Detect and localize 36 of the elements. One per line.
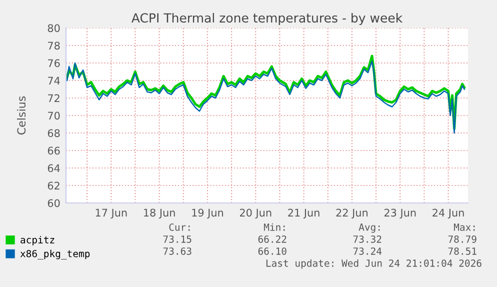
text: 73.15: [163, 235, 192, 243]
chart-title: ACPI Thermal zone temperatures - by week: [132, 12, 403, 26]
x-tick-label: 23 Jun: [384, 208, 416, 219]
text: 66.10: [258, 247, 286, 255]
y-axis-title: Celsius: [16, 96, 26, 135]
x-tick-label: 19 Jun: [192, 208, 224, 219]
text: Cur:: [169, 223, 190, 231]
y-tick-label: 60: [48, 199, 60, 208]
x-tick-label: 20 Jun: [240, 208, 272, 219]
text: Max:: [454, 224, 475, 231]
x-tick-label: 17 Jun: [96, 208, 127, 219]
legend-label: acpitz: [20, 236, 54, 246]
legend-label: x86_pkg_temp: [20, 250, 90, 260]
y-tick-label: 70: [48, 112, 60, 120]
text: 73.24: [353, 247, 382, 255]
y-tick-label: 66: [48, 146, 60, 155]
x-tick-label: 21 Jun: [288, 208, 320, 219]
text: 66.22: [258, 235, 286, 243]
y-tick-label: 64: [48, 164, 60, 172]
x-tick-label: 22 Jun: [336, 208, 368, 219]
text: 73.32: [353, 235, 382, 243]
text: 73.63: [163, 247, 192, 255]
text: Avg:: [358, 224, 380, 233]
y-tick-label: 78: [48, 42, 60, 50]
x-tick-label: 18 Jun: [144, 208, 175, 219]
text: 78.51: [448, 247, 476, 255]
text: Min:: [264, 223, 285, 231]
y-tick-label: 72: [48, 94, 60, 102]
text: 78.79: [448, 235, 476, 243]
y-tick-label: 62: [48, 182, 60, 190]
text: Last update: Wed Jun 24 21:01:04 2026: [266, 259, 482, 269]
y-tick-label: 80: [48, 24, 60, 32]
y-tick-label: 76: [48, 59, 60, 68]
y-tick-label: 74: [48, 76, 60, 84]
x-tick-label: 24 Jun: [432, 208, 464, 219]
y-tick-label: 68: [48, 129, 60, 138]
